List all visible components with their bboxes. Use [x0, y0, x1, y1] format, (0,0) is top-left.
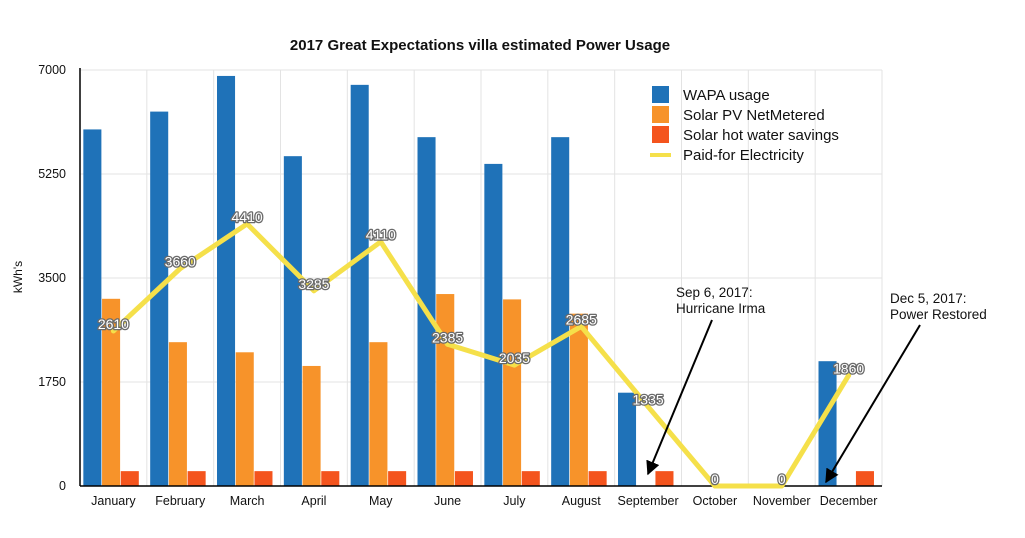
bar [436, 294, 455, 486]
x-tick-label: June [434, 494, 461, 508]
legend-entry: Solar PV NetMetered [683, 107, 825, 124]
legend-entry: Solar hot water savings [683, 127, 839, 144]
bar [283, 156, 302, 486]
data-label: 2685 [566, 311, 597, 327]
bar [454, 471, 473, 486]
y-axis-label: kWh's [11, 261, 25, 293]
data-label: 2385 [432, 329, 463, 345]
legend-entry: Paid-for Electricity [683, 147, 804, 164]
data-label: 3660 [165, 253, 196, 269]
chart-title: 2017 Great Expectations villa estimated … [290, 37, 670, 54]
data-label: 3285 [298, 276, 329, 292]
y-tick-label: 3500 [38, 271, 66, 285]
x-tick-label: January [91, 494, 136, 508]
line-point [311, 288, 317, 294]
annotation-line: Dec 5, 2017: [890, 291, 967, 306]
bar [102, 298, 121, 486]
bar [150, 111, 169, 486]
paid-electricity-line [110, 221, 852, 489]
bar [217, 75, 236, 486]
data-label: 4110 [366, 227, 396, 243]
gridlines [80, 69, 883, 486]
bar [321, 471, 340, 486]
x-tick-label: August [562, 494, 601, 508]
y-tick-label: 7000 [38, 63, 66, 77]
x-tick-label: July [503, 494, 526, 508]
bar [254, 471, 273, 486]
legend-swatch [652, 106, 669, 123]
bar [484, 163, 503, 486]
line-point [712, 483, 718, 489]
x-tick-label: April [301, 494, 326, 508]
line-point [578, 323, 584, 329]
x-tick-label: October [693, 494, 737, 508]
x-tick-label: May [369, 494, 393, 508]
line-point [511, 362, 517, 368]
data-label: 2035 [499, 350, 530, 366]
data-label: 0 [778, 471, 786, 487]
bar [187, 471, 206, 486]
x-tick-label: December [820, 494, 878, 508]
data-labels: 2610 3660 4410 3285 4110 2385 2035 2685 1335 0 0 18… [97, 208, 866, 489]
x-tick-label: February [155, 494, 206, 508]
legend-swatch [652, 126, 669, 143]
bar [569, 313, 588, 486]
annotations: Sep 6, 2017: Hurricane Irma Dec 5, 2017: Po… [646, 285, 987, 484]
legend-swatch [652, 86, 669, 103]
data-label: 2610 [98, 316, 129, 332]
line-point [445, 341, 451, 347]
axes: 0 1750 3500 5250 7000 January February March Apr… [38, 63, 882, 508]
y-tick-label: 5250 [38, 167, 66, 181]
bar [120, 471, 139, 486]
bar [503, 299, 522, 486]
y-tick-label: 0 [59, 479, 66, 493]
legend: WAPA usage Solar PV NetMetered Solar hot w… [650, 86, 839, 164]
x-tick-label: March [230, 494, 265, 508]
y-tick-label: 1750 [38, 375, 66, 389]
line-point [378, 239, 384, 245]
annotation-arrow [825, 324, 921, 484]
data-label: 1860 [833, 360, 864, 376]
x-tick-label: November [753, 494, 811, 508]
data-label: 1335 [633, 392, 664, 408]
bar [818, 361, 837, 486]
line-point [110, 328, 116, 334]
legend-entry: WAPA usage [683, 87, 770, 104]
bar [235, 352, 254, 486]
line-point [846, 372, 852, 378]
bar [521, 471, 540, 486]
data-label: 0 [711, 471, 719, 487]
line-point [645, 404, 651, 410]
bar [302, 365, 321, 486]
bar [655, 471, 674, 486]
bar [855, 471, 874, 486]
line-point [244, 221, 250, 227]
annotation-line: Sep 6, 2017: [676, 285, 753, 300]
annotation-text: Dec 5, 2017: Power Restored [890, 291, 987, 322]
x-tick-label: September [618, 494, 679, 508]
bar [369, 342, 388, 486]
bar [83, 129, 102, 486]
bar [168, 342, 187, 486]
bar [618, 392, 637, 486]
paid-electricity-series [110, 221, 852, 489]
annotation-line: Hurricane Irma [676, 301, 766, 316]
annotation-arrow [646, 319, 713, 476]
bar [388, 471, 407, 486]
annotation-text: Sep 6, 2017: Hurricane Irma [676, 285, 766, 316]
data-label: 4410 [232, 209, 263, 225]
annotation-line: Power Restored [890, 307, 987, 322]
line-point [779, 483, 785, 489]
bar [350, 84, 369, 486]
bar [551, 137, 570, 486]
line-point [177, 265, 183, 271]
bar [588, 471, 607, 486]
